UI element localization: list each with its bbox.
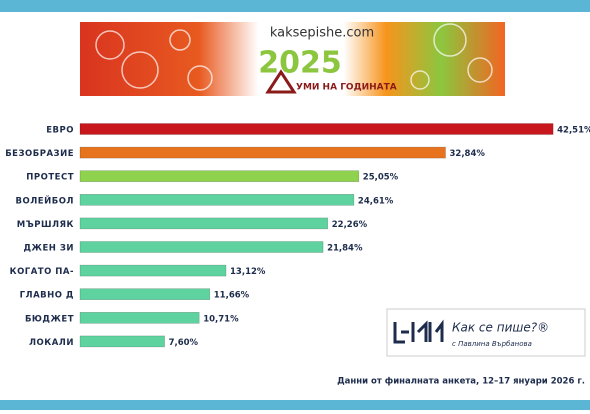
top-stripe	[0, 0, 590, 12]
category-label: ПРОТЕСТ	[26, 173, 74, 183]
category-label: ЛОКАЛИ	[29, 338, 74, 348]
banner-circles	[95, 23, 493, 91]
category-label: МЪРШЛЯК	[17, 220, 74, 230]
value-label: 7,60%	[169, 338, 199, 348]
logo-mark	[393, 319, 444, 344]
value-label: 10,71%	[203, 314, 239, 324]
category-label: ВОЛЕЙБОЛ	[16, 194, 74, 206]
value-label: 21,84%	[327, 244, 363, 254]
bar	[79, 264, 227, 277]
bar	[79, 123, 554, 135]
value-label: 24,61%	[358, 196, 394, 206]
value-label: 22,26%	[332, 220, 368, 230]
bottom-stripe	[0, 400, 590, 410]
value-label: 25,05%	[363, 173, 399, 183]
value-label: 42,51%	[557, 126, 590, 136]
bar	[79, 311, 200, 324]
bar	[79, 335, 165, 348]
bar	[79, 217, 329, 230]
banner-site: kaksepishe.com	[270, 26, 374, 41]
logo: Как се пише?® с Павлина Върбанова	[386, 308, 586, 357]
category-label: ГЛАВНО Д	[20, 291, 74, 301]
source: Данни от финалната анкета, 12–17 януари …	[337, 377, 585, 387]
banner-triangle	[265, 69, 297, 94]
category-label: БЮДЖЕТ	[25, 314, 74, 324]
banner-subtitle: УМИ НА ГОДИНАТА	[296, 83, 397, 93]
bar	[79, 241, 324, 253]
value-label: 13,12%	[230, 267, 266, 277]
logo-box	[386, 308, 586, 357]
bar	[79, 288, 211, 301]
logo-author: с Павлина Върбанова	[452, 340, 532, 348]
category-label: КОГАТО ПА-	[10, 267, 74, 277]
bars: ЕВРО 42,51% БЕЗОБРАЗИЕ 32,84% ПРОТЕСТ 25,05% В…	[5, 123, 590, 348]
bar	[79, 194, 355, 206]
value-label: 11,66%	[214, 291, 250, 301]
logo-title: Как се пише?®	[452, 321, 549, 335]
banner: kaksepishe.com 2025 УМИ НА ГОДИНАТА	[80, 22, 505, 96]
bar	[79, 146, 446, 159]
value-label: 32,84%	[450, 149, 486, 159]
category-label: ДЖЕН ЗИ	[23, 244, 74, 254]
banner-year: 2025	[258, 46, 342, 81]
bar	[79, 170, 360, 182]
category-label: БЕЗОБРАЗИЕ	[5, 149, 74, 159]
category-label: ЕВРО	[46, 126, 74, 136]
